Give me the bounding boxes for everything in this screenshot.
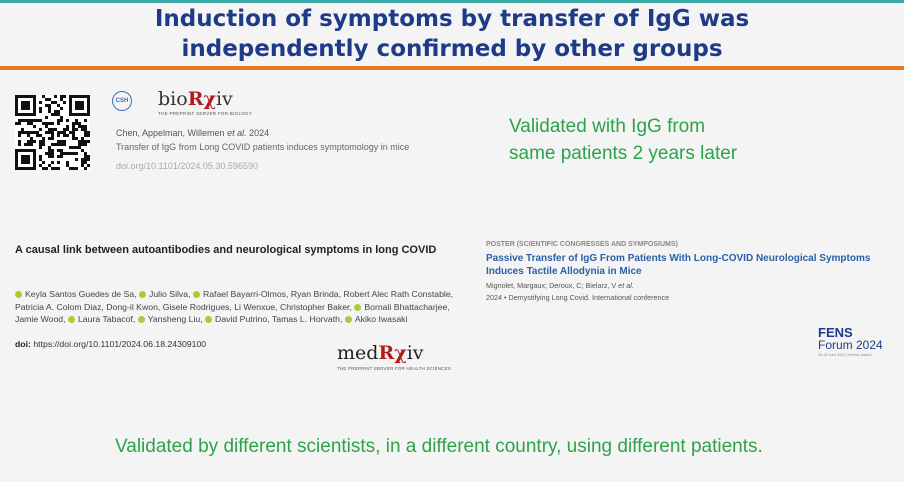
top-accent-line (0, 0, 904, 3)
slide-title-line-2: independently confirmed by other groups (181, 36, 723, 62)
validated-note-line-1: Validated with IgG from (509, 116, 706, 137)
validated-same-patients-note: Validated with IgG from same patients 2 … (509, 113, 737, 167)
biorxiv-tagline: THE PREPRINT SERVER FOR BIOLOGY (158, 111, 253, 116)
validated-note-line-2: same patients 2 years later (509, 143, 738, 164)
author: Laura Tabacof, (77, 314, 136, 324)
orcid-icon (139, 291, 146, 298)
author: Julio Silva, (149, 289, 191, 299)
author: David Putrino, (215, 314, 270, 324)
qr-code-icon (15, 95, 90, 170)
fens-forum: Forum 2024 (818, 338, 883, 352)
paper1-title: Transfer of IgG from Long COVID patients… (116, 142, 410, 152)
slide-title-line-1: Induction of symptoms by transfer of IgG… (154, 6, 750, 32)
paper1-doi[interactable]: doi.org/10.1101/2024.05.30.596590 (116, 161, 258, 171)
author: Bornali Bhattacharjee, Jamie Wood, (15, 301, 450, 325)
title-divider (0, 66, 904, 70)
medrxiv-logo: medRχiv (337, 342, 424, 364)
biorxiv-logo: bioRχiv (158, 88, 233, 110)
poster-category: POSTER (SCIENTIFIC CONGRESSES AND SYMPOS… (486, 241, 678, 248)
validated-different-scientists-note: Validated by different scientists, in a … (115, 436, 763, 457)
orcid-icon (344, 316, 352, 323)
orcid-icon (137, 316, 145, 323)
medrxiv-tagline: THE PREPRINT SERVER FOR HEALTH SCIENCES (337, 366, 452, 371)
author: Akiko Iwasaki (354, 314, 408, 324)
poster-title[interactable]: Passive Transfer of IgG From Patients Wi… (486, 253, 871, 277)
fens-name: FENS (818, 325, 853, 340)
author: Yansheng Liu, (147, 314, 203, 324)
author: Tamas L. Horvath, (271, 314, 343, 324)
author: Robert Alec Rath Constable, Patricia A. … (15, 289, 454, 312)
orcid-icon (354, 303, 362, 311)
author: Rafael Bayarri-Olmos, Ryan Brinda, (202, 289, 342, 299)
fens-forum-logo: FENS Forum 2024 25–29 June 2024 | Vienna… (818, 326, 883, 358)
paper2-authors: Keyla Santos Guedes de Sa, Julio Silva, … (15, 288, 460, 326)
csh-logo-icon: CSH (112, 91, 132, 111)
author: Christopher Baker, (279, 301, 352, 312)
author: Keyla Santos Guedes de Sa, (25, 289, 137, 299)
paper1-authors: Chen, Appelman, Willemen et al. 2024 (116, 128, 270, 138)
poster-authors: Mignolet, Margaux; Deroux, C; Bielarz, V… (486, 281, 634, 290)
orcid-icon (205, 316, 213, 323)
poster-conference: 2024 • Demystifying Long Covid. Internat… (486, 293, 670, 302)
slide-title: Induction of symptoms by transfer of IgG… (0, 4, 904, 64)
orcid-icon (67, 316, 75, 323)
paper2-title: A causal link between autoantibodies and… (15, 244, 437, 256)
orcid-icon (15, 291, 22, 298)
fens-subtitle: 25–29 June 2024 | Vienna, Austria (818, 353, 872, 357)
orcid-icon (192, 291, 200, 298)
paper2-doi[interactable]: doi: https://doi.org/10.1101/2024.06.18.… (15, 339, 207, 349)
